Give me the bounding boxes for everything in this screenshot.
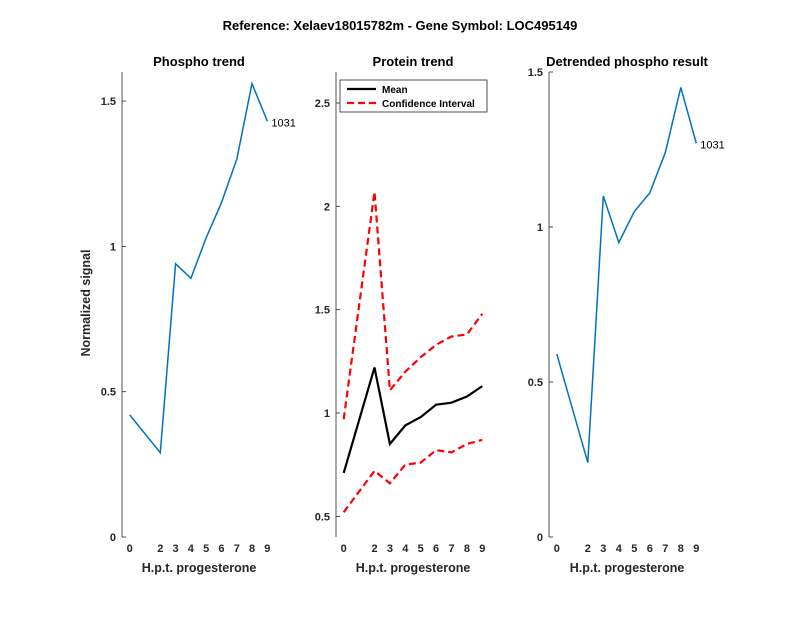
x-tick-label: 9: [264, 543, 270, 555]
detrended-phospho-title: Detrended phospho result: [546, 54, 708, 69]
x-tick-label: 5: [418, 543, 424, 555]
detrended-phospho-plot-area: 0 0.5 1 1.5 0 2 3 4 5 6 7 8 9 1031: [528, 67, 725, 555]
y-tick-label: 0.5: [528, 377, 543, 389]
protein-trend-xlabel: H.p.t. progesterone: [356, 561, 471, 575]
x-tick-label: 8: [678, 543, 684, 555]
detrended-phospho-xlabel: H.p.t. progesterone: [570, 561, 685, 575]
x-tick-label: 6: [647, 543, 653, 555]
series-end-label: 1031: [700, 139, 724, 151]
y-tick-label: 0: [537, 532, 543, 544]
x-tick-label: 0: [554, 543, 560, 555]
y-tick-label: 0.5: [101, 387, 116, 399]
x-tick-label: 5: [203, 543, 209, 555]
protein-trend-legend: Mean Confidence Interval: [339, 79, 488, 113]
subplot-phospho-trend: Phospho trend Normalized signal H.p.t. p…: [79, 54, 296, 575]
phospho-trend-ylabel: Normalized signal: [79, 250, 93, 357]
y-tick-label: 0: [110, 532, 116, 544]
x-tick-label: 6: [433, 543, 439, 555]
x-tick-label: 8: [464, 543, 470, 555]
series-confidence-interval-line: [342, 191, 484, 420]
x-tick-label: 2: [371, 543, 377, 555]
series-end-label: 1031: [271, 117, 295, 129]
phospho-trend-plot-area: 0 0.5 1 1.5 0 2 3 4 5 6 7 8 9 1031: [101, 72, 296, 555]
x-tick-label: 7: [448, 543, 454, 555]
protein-trend-plot-area: 0.511.522.50 2 3 4 5 6 7 8 9: [315, 72, 485, 555]
protein-trend-title: Protein trend: [373, 54, 454, 69]
x-tick-label: 0: [341, 543, 347, 555]
x-tick-label: 7: [234, 543, 240, 555]
series-mean-line: [342, 367, 483, 474]
x-tick-label: 4: [188, 543, 195, 555]
y-tick-label: 1: [324, 408, 330, 420]
series-line: [129, 81, 269, 455]
series-ci-lower-line: [342, 438, 483, 513]
y-tick-label: 2.5: [315, 98, 330, 110]
y-tick-label: 2: [324, 201, 330, 213]
figure-suptitle: Reference: Xelaev18015782m - Gene Symbol…: [223, 18, 578, 33]
x-tick-label: 7: [662, 543, 668, 555]
x-tick-label: 4: [616, 543, 623, 555]
x-tick-label: 6: [218, 543, 224, 555]
y-tick-label: 1.5: [528, 67, 543, 79]
x-tick-label: 2: [585, 543, 591, 555]
x-tick-label: 5: [631, 543, 637, 555]
phospho-trend-title: Phospho trend: [153, 54, 245, 69]
x-tick-label: 8: [249, 543, 255, 555]
x-tick-label: 3: [387, 543, 393, 555]
legend-box: [339, 79, 488, 113]
y-tick-label: 0.5: [315, 511, 330, 523]
x-tick-label: 0: [127, 543, 133, 555]
subplot-protein-trend: Protein trend H.p.t. progesterone 0.5 1 1.…: [315, 54, 488, 575]
legend-ci-label: Confidence Interval: [382, 99, 475, 110]
x-tick-label: 2: [157, 543, 163, 555]
x-tick-label: 4: [402, 543, 409, 555]
x-tick-label: 9: [479, 543, 485, 555]
y-tick-label: 1.5: [101, 96, 116, 108]
x-tick-label: 3: [172, 543, 178, 555]
x-tick-label: 3: [600, 543, 606, 555]
y-tick-label: 1: [537, 222, 543, 234]
legend-mean-label: Mean: [382, 85, 408, 96]
subplot-detrended-phospho: Detrended phospho result H.p.t. progeste…: [528, 54, 725, 575]
y-tick-label: 1.5: [315, 305, 330, 317]
x-tick-label: 9: [693, 543, 699, 555]
series-line: [556, 87, 698, 463]
y-tick-label: 1: [110, 241, 116, 253]
phospho-trend-xlabel: H.p.t. progesterone: [142, 561, 257, 575]
